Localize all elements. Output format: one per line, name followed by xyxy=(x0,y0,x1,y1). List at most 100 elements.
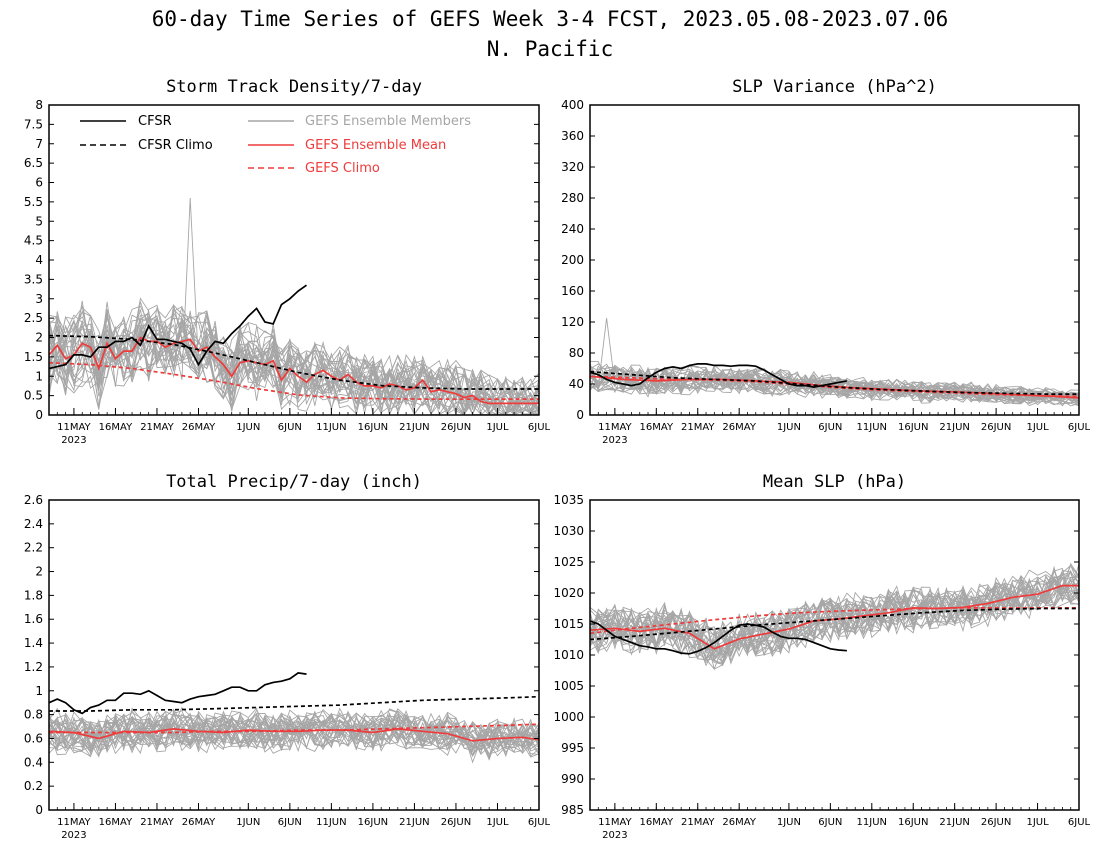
plot-area xyxy=(49,672,539,764)
x-tick-label: 16JUN xyxy=(358,817,388,828)
ensemble-member-line xyxy=(590,569,1079,662)
y-tick-label: 1.6 xyxy=(24,612,43,626)
y-tick-label: 7 xyxy=(35,137,43,151)
x-tick-label: 1JUL xyxy=(486,422,509,433)
y-tick-label: 5 xyxy=(35,214,43,228)
figure-subtitle: N. Pacific xyxy=(487,37,613,61)
x-tick-label: 1JUL xyxy=(1026,817,1049,828)
series-cfsr xyxy=(590,363,848,388)
y-tick-label: 985 xyxy=(561,803,584,817)
x-tick-label: 1JUL xyxy=(1026,422,1049,433)
y-tick-label: 1 xyxy=(35,369,43,383)
y-tick-label: 2.2 xyxy=(24,541,43,555)
x-tick-label: 21JUN xyxy=(399,817,429,828)
figure-title: 60-day Time Series of GEFS Week 3-4 FCST… xyxy=(152,7,949,31)
y-tick-label: 200 xyxy=(561,253,584,267)
ensemble-member-line xyxy=(590,371,1079,407)
x-tick-label: 16JUN xyxy=(898,422,928,433)
panel-mean-slp: Mean SLP (hPa) 985 990 995 1000 1005 1010 1015 1… xyxy=(553,472,1090,841)
ensemble-member-line xyxy=(590,567,1079,660)
x-tick-label: 26JUN xyxy=(441,817,471,828)
series-gefs-climo xyxy=(49,723,539,734)
ensemble-member-line xyxy=(49,716,539,756)
x-tick-label: 1JUN xyxy=(777,422,801,433)
x-tick-label: 11MAY xyxy=(57,817,91,828)
ensemble-member-line xyxy=(590,366,1079,403)
y-tick-label: 8 xyxy=(35,98,43,112)
series-cfsr-climo xyxy=(49,695,539,712)
y-tick-label: 0 xyxy=(576,408,584,422)
plot-area xyxy=(590,562,1079,671)
y-tick-label: 1.5 xyxy=(24,350,43,364)
series-cfsr xyxy=(49,284,307,370)
x-year-label: 2023 xyxy=(61,830,86,841)
y-tick-label: 400 xyxy=(561,98,584,112)
x-year-label: 2023 xyxy=(61,435,86,446)
plot-area xyxy=(590,318,1079,407)
x-tick-label: 16JUN xyxy=(898,817,928,828)
series-cfsr xyxy=(590,620,847,655)
x-tick-label: 1JUN xyxy=(236,817,260,828)
x-tick-label: 21JUN xyxy=(939,422,969,433)
y-tick-label: 1015 xyxy=(553,617,584,631)
x-tick-label: 21MAY xyxy=(140,422,174,433)
series-cfsr-climo xyxy=(49,334,539,390)
x-tick-label: 1JUN xyxy=(236,422,260,433)
ensemble-member-line xyxy=(590,580,1079,670)
series-gefs-ensemble-mean xyxy=(49,336,539,405)
panel-slp-variance: SLP Variance (hPa^2) 0 40 80 120 160 200 240 280… xyxy=(561,77,1090,446)
x-year-label: 2023 xyxy=(602,830,627,841)
y-tick-label: 7.5 xyxy=(24,117,43,131)
y-tick-label: 1020 xyxy=(553,586,584,600)
series-cfsr xyxy=(49,672,307,715)
x-tick-label: 6JUL xyxy=(528,422,551,433)
y-tick-label: 0 xyxy=(35,408,43,422)
panel-title: SLP Variance (hPa^2) xyxy=(732,77,937,97)
plot-frame xyxy=(589,499,1080,811)
y-tick-label: 1.2 xyxy=(24,660,43,674)
ensemble-member-line xyxy=(49,709,539,752)
legend-gefs-climo-label: GEFS Climo xyxy=(305,161,380,176)
x-tick-label: 21MAY xyxy=(681,817,715,828)
ensemble-member-line xyxy=(590,576,1079,651)
x-tick-label: 21JUN xyxy=(399,422,429,433)
y-tick-label: 1005 xyxy=(553,679,584,693)
x-tick-label: 11MAY xyxy=(598,422,632,433)
ensemble-member-line xyxy=(590,367,1079,398)
y-tick-label: 1.4 xyxy=(24,636,43,650)
x-tick-label: 6JUN xyxy=(278,817,302,828)
ensemble-member-line xyxy=(590,582,1079,663)
legend-mean-label: GEFS Ensemble Mean xyxy=(305,138,446,153)
x-tick-label: 16MAY xyxy=(640,817,674,828)
ensemble-member-line xyxy=(590,578,1079,659)
ensemble-member-line xyxy=(49,312,539,412)
y-tick-label: 160 xyxy=(561,284,584,298)
y-tick-label: 280 xyxy=(561,191,584,205)
y-tick-label: 240 xyxy=(561,222,584,236)
y-tick-label: 0.4 xyxy=(24,755,43,769)
y-tick-label: 0.8 xyxy=(24,708,43,722)
x-tick-label: 21JUN xyxy=(939,817,969,828)
x-tick-label: 6JUN xyxy=(278,422,302,433)
y-tick-label: 2 xyxy=(35,331,43,345)
x-tick-label: 21MAY xyxy=(681,422,715,433)
y-tick-label: 1 xyxy=(35,684,43,698)
y-tick-label: 40 xyxy=(569,377,584,391)
x-tick-label: 16MAY xyxy=(99,817,133,828)
x-tick-label: 11JUN xyxy=(316,422,346,433)
x-tick-label: 11MAY xyxy=(598,817,632,828)
y-tick-label: 1000 xyxy=(553,710,584,724)
ensemble-member-line xyxy=(49,300,539,415)
y-tick-label: 1035 xyxy=(553,493,584,507)
y-tick-label: 4 xyxy=(35,253,43,267)
x-tick-label: 11MAY xyxy=(57,422,91,433)
series-gefs-ensemble-mean xyxy=(49,728,539,742)
x-tick-label: 26MAY xyxy=(182,817,216,828)
y-tick-label: 80 xyxy=(569,346,584,360)
panel-storm-track-density: Storm Track Density/7-day 0 0.5 1 1.5 2 2.5 3 3.… xyxy=(24,77,551,446)
x-tick-label: 11JUN xyxy=(316,817,346,828)
x-tick-label: 6JUL xyxy=(1068,817,1091,828)
panel-title: Mean SLP (hPa) xyxy=(763,472,906,492)
x-tick-label: 11JUN xyxy=(857,817,887,828)
